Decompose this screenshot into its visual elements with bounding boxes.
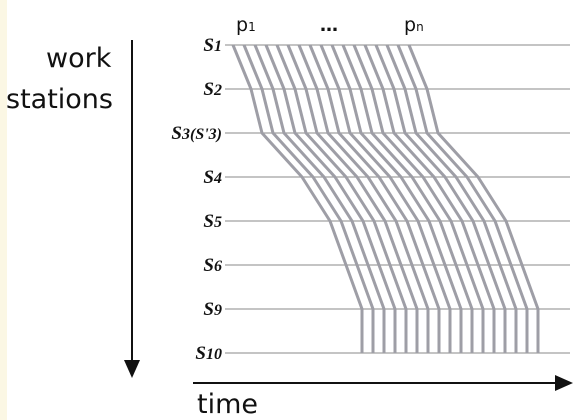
product-trace-2 <box>242 44 375 353</box>
product-trace-10 <box>330 44 463 353</box>
product-label-last: pn <box>404 14 424 36</box>
station-label-4: S4 <box>203 167 222 188</box>
product-trace-13 <box>363 44 496 353</box>
station-label-3: S3(S'3) <box>171 123 222 144</box>
station-label-2: S2 <box>203 79 222 100</box>
left-edge-strip <box>0 0 7 420</box>
product-trace-1 <box>231 44 364 353</box>
product-trace-4 <box>264 44 397 353</box>
product-trace-6 <box>286 44 419 353</box>
product-trace-5 <box>275 44 408 353</box>
station-label-5: S5 <box>203 211 222 232</box>
axis-label-time: time <box>197 389 259 420</box>
product-label-first: p1 <box>236 14 256 36</box>
station-lines <box>225 44 570 354</box>
product-trace-14 <box>374 44 507 353</box>
product-trace-16 <box>396 44 529 353</box>
product-trace-17 <box>407 44 540 353</box>
product-trace-15 <box>385 44 518 353</box>
station-axis <box>124 40 140 378</box>
station-axis-arrowhead <box>124 360 140 378</box>
product-traces <box>231 44 540 353</box>
product-trace-3 <box>253 44 386 353</box>
product-ellipsis: … <box>320 15 338 36</box>
product-trace-9 <box>319 44 452 353</box>
station-label-8: S10 <box>195 343 222 364</box>
product-trace-11 <box>341 44 474 353</box>
product-trace-12 <box>352 44 485 353</box>
product-trace-7 <box>297 44 430 353</box>
axis-label-stations: stations <box>6 84 113 115</box>
station-label-7: S9 <box>203 299 222 320</box>
product-trace-8 <box>308 44 441 353</box>
time-axis <box>193 375 573 391</box>
axis-label-work: work <box>46 43 112 74</box>
station-label-1: S1 <box>203 35 222 56</box>
station-labels: S1 S2 S3(S'3) S4 S5 S6 S9 S10 <box>171 35 222 364</box>
time-axis-arrowhead <box>555 375 573 391</box>
station-label-6: S6 <box>203 255 222 276</box>
